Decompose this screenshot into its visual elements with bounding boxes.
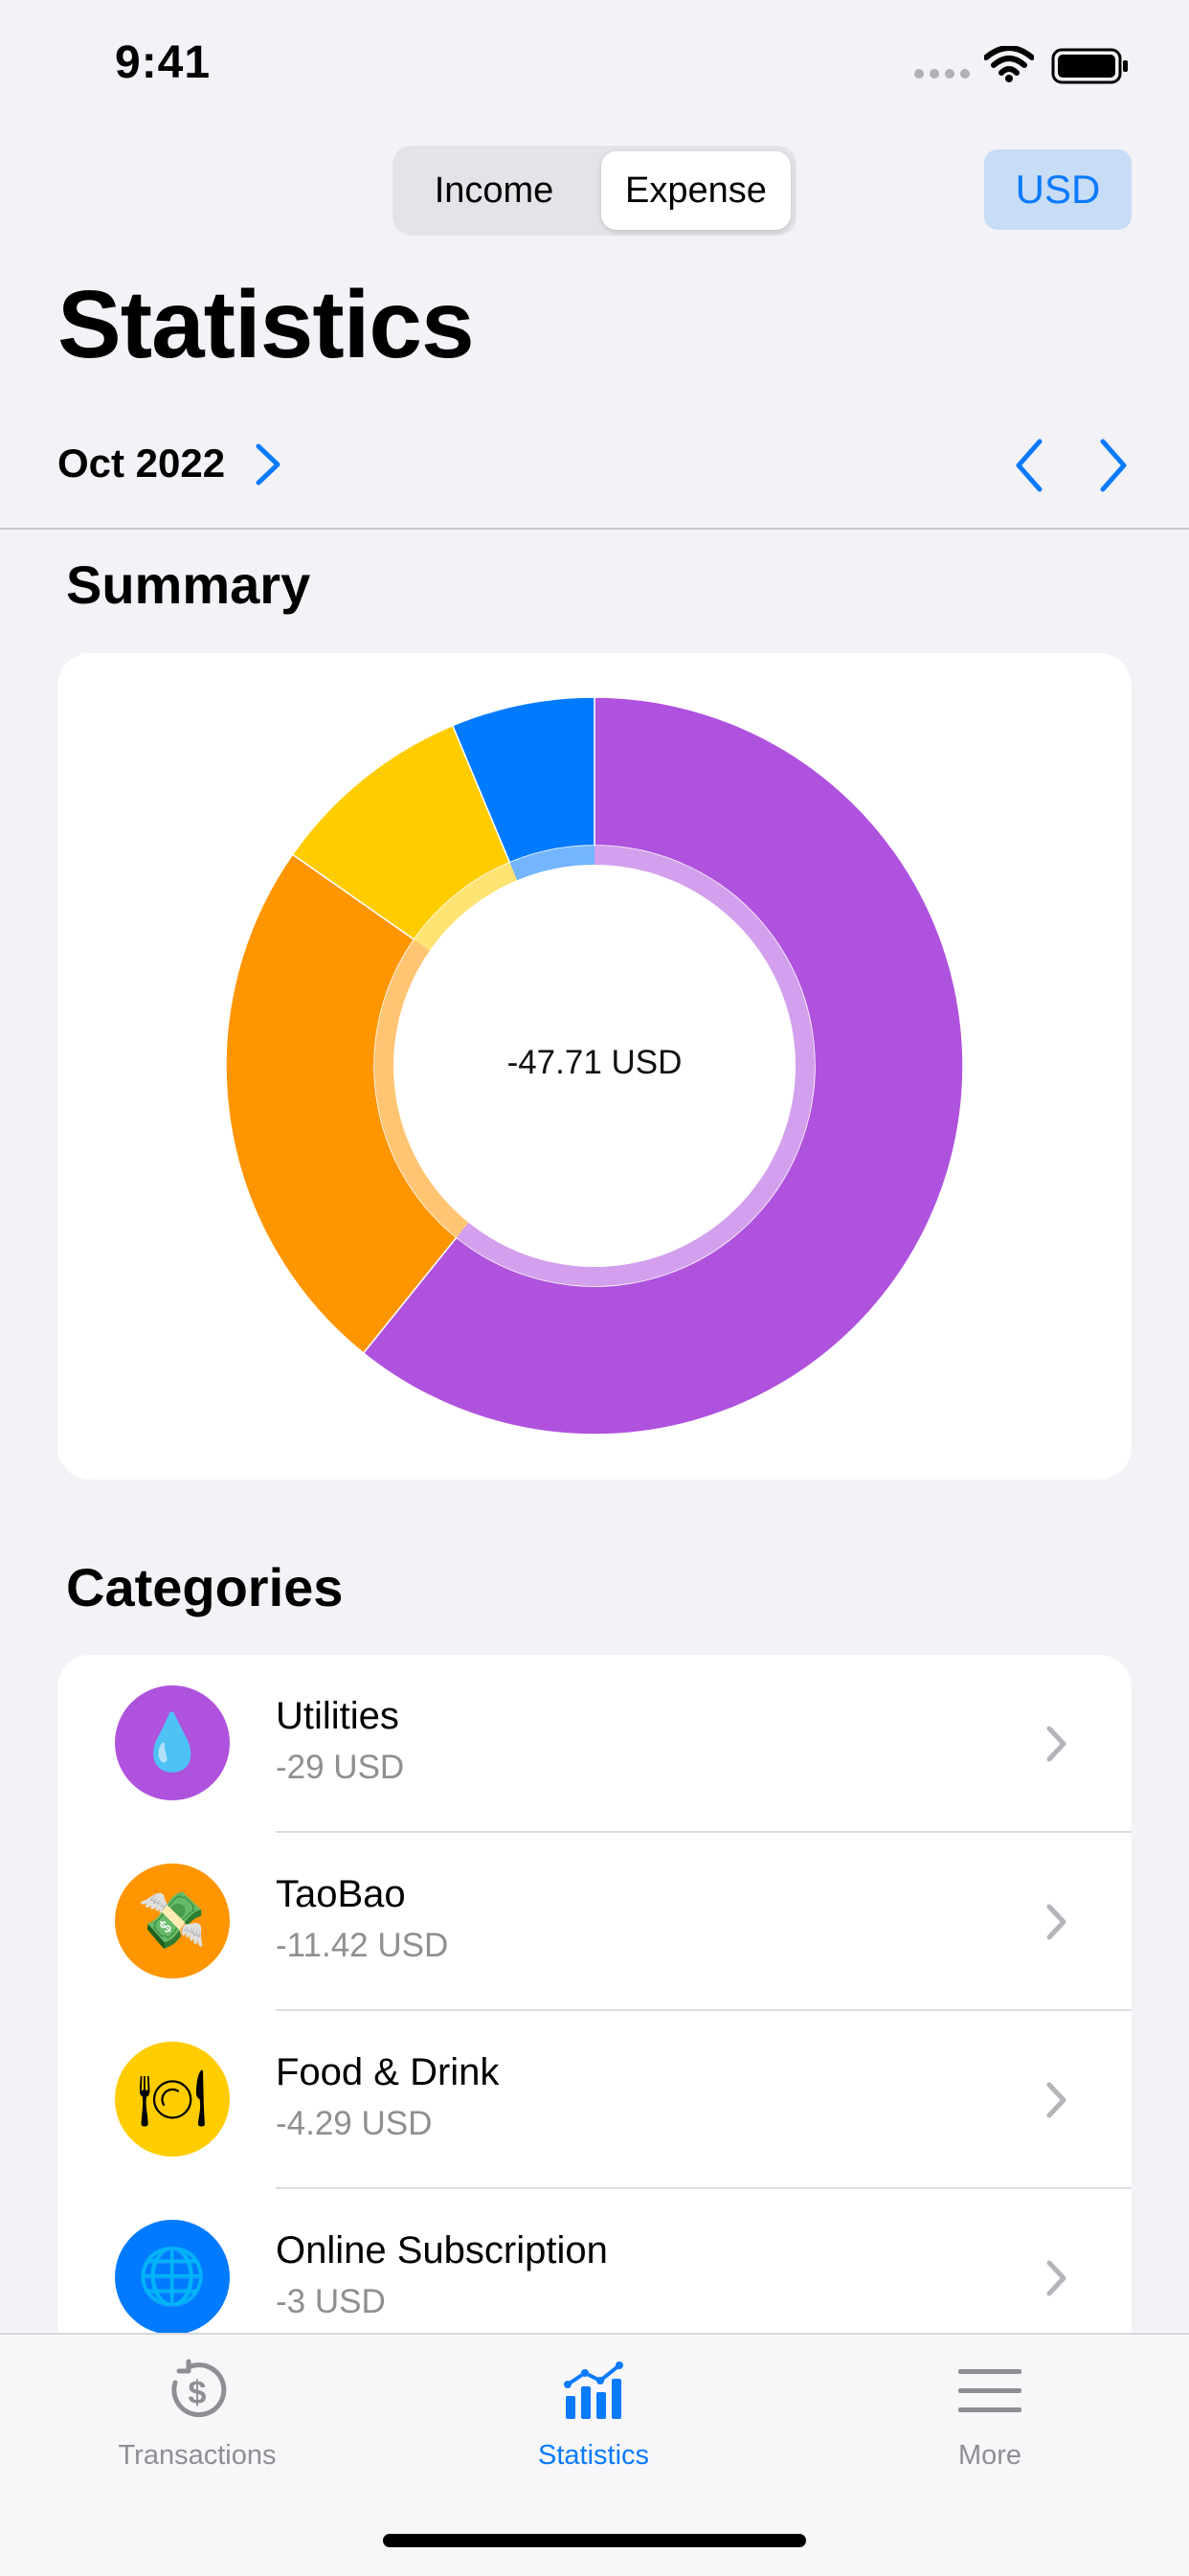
category-name: TaoBao (276, 1873, 406, 1915)
tab-statistics[interactable]: Statistics (450, 2335, 737, 2507)
water-drop-icon: 💧 (115, 1685, 230, 1800)
category-row-taobao[interactable]: 💸 TaoBao -11.42 USD (57, 1833, 1132, 2011)
donut-inner-ring-online-subscription (509, 845, 594, 881)
home-indicator (383, 2534, 806, 2547)
plate-cutlery-icon: 🍽 (115, 2042, 230, 2157)
row-divider (276, 1831, 1132, 1833)
globe-icon: 🌐 (115, 2220, 230, 2335)
segment-income[interactable]: Income (434, 170, 554, 211)
income-expense-toggle: Income Expense (393, 146, 796, 236)
svg-text:$: $ (189, 2375, 207, 2411)
next-period-button[interactable] (1093, 436, 1132, 495)
category-row-utilities[interactable]: 💧 Utilities -29 USD (57, 1655, 1132, 1833)
row-divider (276, 2187, 1132, 2189)
chevron-right-icon (1046, 2260, 1066, 2296)
currency-button[interactable]: USD (984, 149, 1132, 230)
period-label[interactable]: Oct 2022 (57, 441, 226, 486)
total-label: -47.71 USD (506, 1044, 683, 1081)
chevron-right-icon (1046, 2082, 1066, 2118)
menu-lines-icon (958, 2369, 1021, 2412)
signal-icon (914, 69, 970, 79)
chevron-right-icon[interactable] (251, 441, 285, 488)
row-divider (276, 2009, 1132, 2011)
category-row-food-drink[interactable]: 🍽 Food & Drink -4.29 USD (57, 2011, 1132, 2189)
tab-label: More (957, 2440, 1022, 2471)
page-title: Statistics (57, 271, 475, 378)
money-with-wings-icon: 💸 (115, 1864, 230, 1978)
category-name: Utilities (276, 1695, 399, 1737)
tab-transactions[interactable]: $ Transactions (54, 2335, 341, 2507)
chevron-right-icon (1046, 1904, 1066, 1940)
tab-label: Statistics (537, 2440, 650, 2471)
wifi-icon (984, 46, 1034, 82)
category-amount: -4.29 USD (276, 2105, 433, 2142)
donut-inner-ring-taobao (374, 939, 469, 1238)
tab-label: Transactions (118, 2440, 277, 2471)
category-amount: -3 USD (276, 2283, 386, 2320)
segment-expense[interactable]: Expense (601, 151, 791, 230)
category-amount: -11.42 USD (276, 1927, 449, 1964)
donut-slice-online-subscription (451, 696, 595, 864)
donut-inner-ring-utilities (456, 846, 815, 1286)
summary-title: Summary (66, 554, 311, 615)
category-row-online-subscription[interactable]: 🌐 Online Subscription -3 USD (57, 2189, 1132, 2363)
category-amount: -29 USD (276, 1749, 405, 1786)
category-name: Online Subscription (276, 2229, 608, 2271)
category-name: Food & Drink (276, 2051, 500, 2093)
previous-period-button[interactable] (1011, 436, 1049, 495)
header-divider (0, 528, 1189, 530)
tab-more[interactable]: More (846, 2335, 1133, 2507)
status-time: 9:41 (115, 37, 212, 88)
clock-dollar-icon: $ (171, 2359, 227, 2418)
chevron-right-icon (1046, 1726, 1066, 1762)
battery-icon (1051, 48, 1128, 84)
bar-chart-icon (564, 2361, 623, 2419)
categories-list: 💧 Utilities -29 USD 💸 TaoBao -11.42 USD … (57, 1655, 1132, 2363)
categories-title: Categories (66, 1557, 344, 1617)
donut-inner-ring-food-drink (414, 862, 518, 951)
